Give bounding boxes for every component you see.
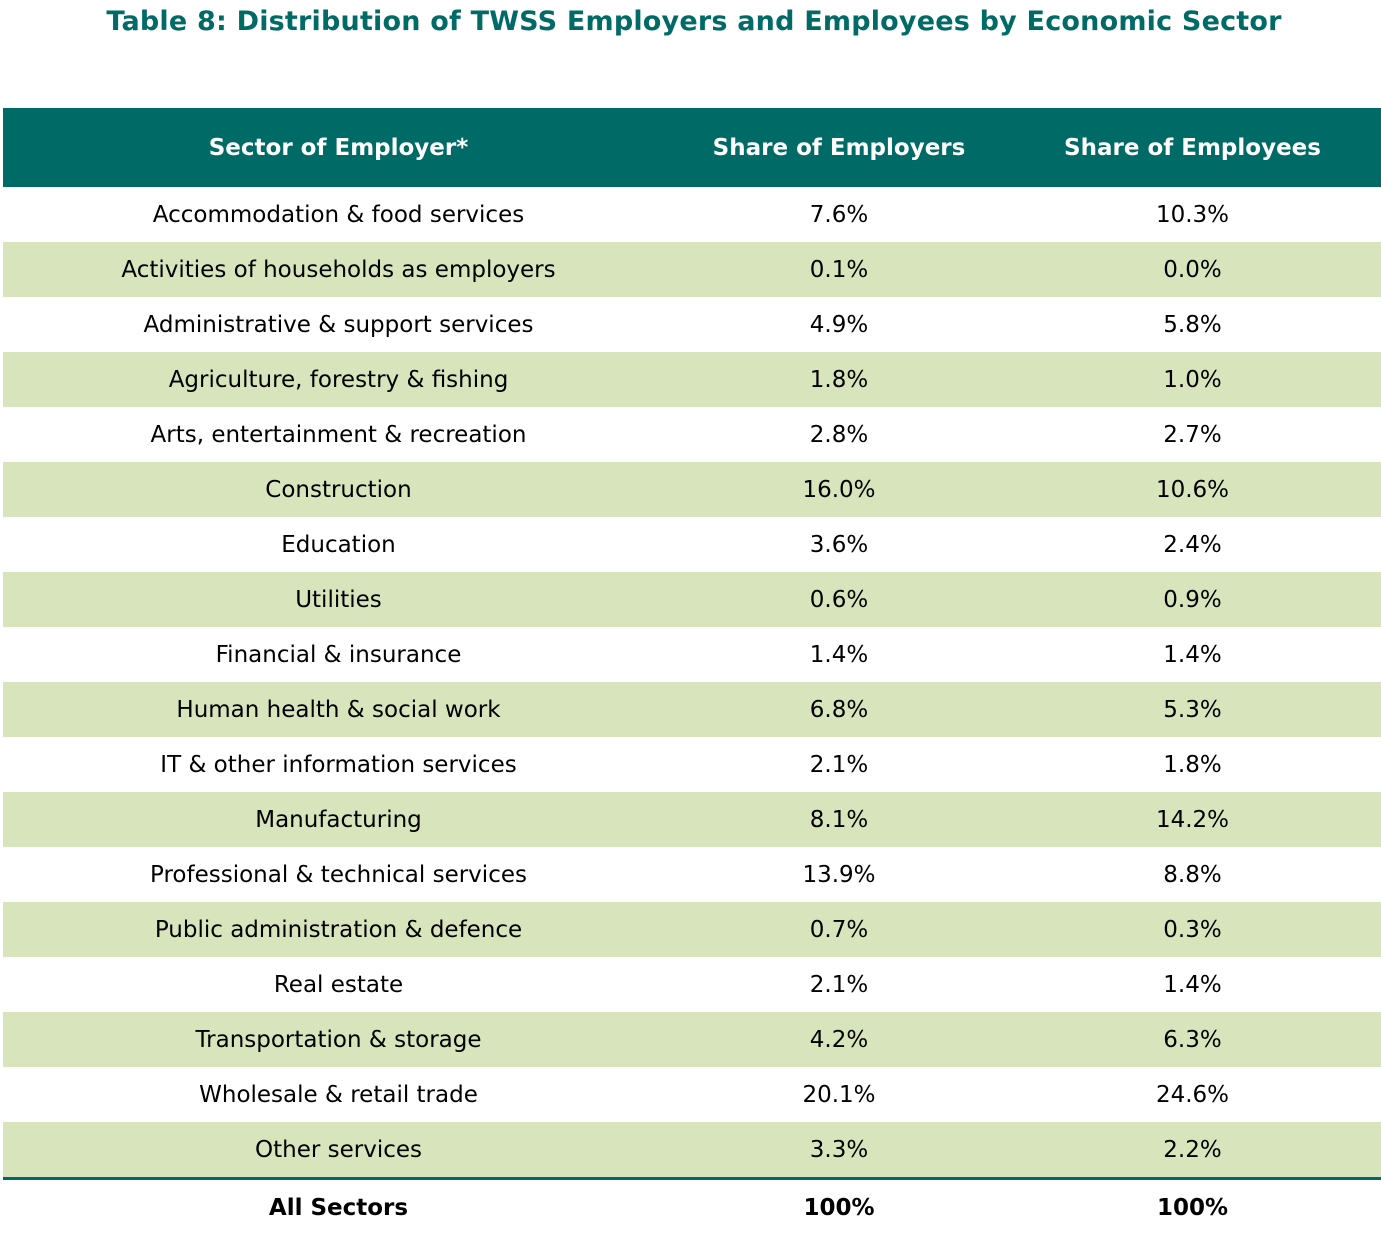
- sector-distribution-table: Sector of Employer* Share of Employers S…: [3, 108, 1381, 1236]
- sector-cell: Activities of households as employers: [3, 242, 674, 297]
- column-header-share-of-employers: Share of Employers: [674, 108, 1004, 187]
- employees-share-cell: 6.3%: [1004, 1012, 1381, 1067]
- employees-share-cell: 10.6%: [1004, 462, 1381, 517]
- employers-share-cell: 3.3%: [674, 1122, 1004, 1179]
- employers-share-cell: 2.8%: [809, 421, 869, 448]
- total-employees-cell: 100%: [1004, 1177, 1381, 1236]
- employers-share-cell: 4.9%: [809, 311, 869, 338]
- table-row: Real estate 2.1% 1.4%: [3, 957, 1381, 1012]
- sector-cell: Financial & insurance: [215, 641, 462, 668]
- table-row: Public administration & defence 0.7% 0.3…: [3, 902, 1381, 957]
- employees-share-cell: 1.4%: [1163, 971, 1222, 998]
- employees-share-cell: 2.7%: [1163, 421, 1222, 448]
- employers-share-cell: 20.1%: [802, 1081, 876, 1108]
- table-row: Utilities 0.6% 0.9%: [3, 572, 1381, 627]
- table-row: Human health & social work 6.8% 5.3%: [3, 682, 1381, 737]
- table-row: Manufacturing 8.1% 14.2%: [3, 792, 1381, 847]
- total-label-cell: All Sectors: [3, 1177, 674, 1236]
- table-row: IT & other information services 2.1% 1.8…: [3, 737, 1381, 792]
- employers-share-cell: 3.6%: [809, 531, 869, 558]
- employers-share-cell: 1.4%: [809, 641, 869, 668]
- table-row: Education 3.6% 2.4%: [3, 517, 1381, 572]
- employees-share-cell: 8.8%: [1163, 861, 1222, 888]
- sector-cell: Other services: [3, 1122, 674, 1179]
- employees-share-cell: 10.3%: [1155, 201, 1230, 228]
- sector-cell: Real estate: [273, 971, 404, 998]
- table-row: Accommodation & food services 7.6% 10.3%: [3, 187, 1381, 242]
- sector-cell: Public administration & defence: [3, 902, 674, 957]
- total-row: All Sectors 100% 100%: [3, 1177, 1381, 1236]
- employers-share-cell: 0.7%: [674, 902, 1004, 957]
- employees-share-cell: 24.6%: [1155, 1081, 1230, 1108]
- employers-share-cell: 6.8%: [674, 682, 1004, 737]
- table-row: Other services 3.3% 2.2%: [3, 1122, 1381, 1179]
- employers-share-cell: 2.1%: [809, 751, 869, 778]
- employers-share-cell: 16.0%: [674, 462, 1004, 517]
- column-header-share-of-employees: Share of Employees: [1004, 108, 1381, 187]
- employers-share-cell: 0.1%: [674, 242, 1004, 297]
- employers-share-cell: 2.1%: [809, 971, 869, 998]
- employees-share-cell: 1.8%: [1163, 751, 1222, 778]
- table-footer: All Sectors 100% 100%: [3, 1177, 1381, 1236]
- table-row: Wholesale & retail trade 20.1% 24.6%: [3, 1067, 1381, 1122]
- employees-share-cell: 0.3%: [1004, 902, 1381, 957]
- employees-share-cell: 1.4%: [1163, 641, 1222, 668]
- table-row: Professional & technical services 13.9% …: [3, 847, 1381, 902]
- employees-share-cell: 14.2%: [1004, 792, 1381, 847]
- table-row: Construction 16.0% 10.6%: [3, 462, 1381, 517]
- employers-share-cell: 1.8%: [674, 352, 1004, 407]
- table-row: Agriculture, forestry & fishing 1.8% 1.0…: [3, 352, 1381, 407]
- table-title: Table 8: Distribution of TWSS Employers …: [106, 6, 1282, 37]
- table-body: Accommodation & food services 7.6% 10.3%…: [3, 187, 1381, 1179]
- employers-share-cell: 8.1%: [674, 792, 1004, 847]
- sector-cell: Human health & social work: [3, 682, 674, 737]
- employers-share-cell: 7.6%: [809, 201, 869, 228]
- employers-share-cell: 0.6%: [674, 572, 1004, 627]
- sector-cell: Transportation & storage: [3, 1012, 674, 1067]
- employees-share-cell: 0.9%: [1004, 572, 1381, 627]
- employees-share-cell: 0.0%: [1004, 242, 1381, 297]
- sector-cell: Arts, entertainment & recreation: [150, 421, 527, 448]
- employees-share-cell: 5.8%: [1163, 311, 1222, 338]
- table-row: Activities of households as employers 0.…: [3, 242, 1381, 297]
- employers-share-cell: 4.2%: [674, 1012, 1004, 1067]
- employees-share-cell: 2.4%: [1163, 531, 1222, 558]
- column-header-sector: Sector of Employer*: [3, 108, 674, 187]
- employers-share-cell: 13.9%: [802, 861, 876, 888]
- sector-cell: Professional & technical services: [150, 861, 527, 888]
- sector-cell: Administrative & support services: [143, 311, 534, 338]
- sector-cell: Wholesale & retail trade: [199, 1081, 478, 1108]
- header-row: Sector of Employer* Share of Employers S…: [3, 108, 1381, 187]
- sector-cell: Manufacturing: [3, 792, 674, 847]
- sector-cell: Education: [281, 531, 396, 558]
- table-row: Administrative & support services 4.9% 5…: [3, 297, 1381, 352]
- table-row: Transportation & storage 4.2% 6.3%: [3, 1012, 1381, 1067]
- employees-share-cell: 5.3%: [1004, 682, 1381, 737]
- table-row: Financial & insurance 1.4% 1.4%: [3, 627, 1381, 682]
- sector-cell: Accommodation & food services: [152, 201, 525, 228]
- sector-cell: IT & other information services: [160, 751, 517, 778]
- total-employers-cell: 100%: [674, 1177, 1004, 1236]
- table-header: Sector of Employer* Share of Employers S…: [3, 108, 1381, 187]
- employees-share-cell: 2.2%: [1004, 1122, 1381, 1179]
- sector-cell: Construction: [3, 462, 674, 517]
- table-row: Arts, entertainment & recreation 2.8% 2.…: [3, 407, 1381, 462]
- sector-cell: Agriculture, forestry & fishing: [3, 352, 674, 407]
- sector-cell: Utilities: [3, 572, 674, 627]
- employees-share-cell: 1.0%: [1004, 352, 1381, 407]
